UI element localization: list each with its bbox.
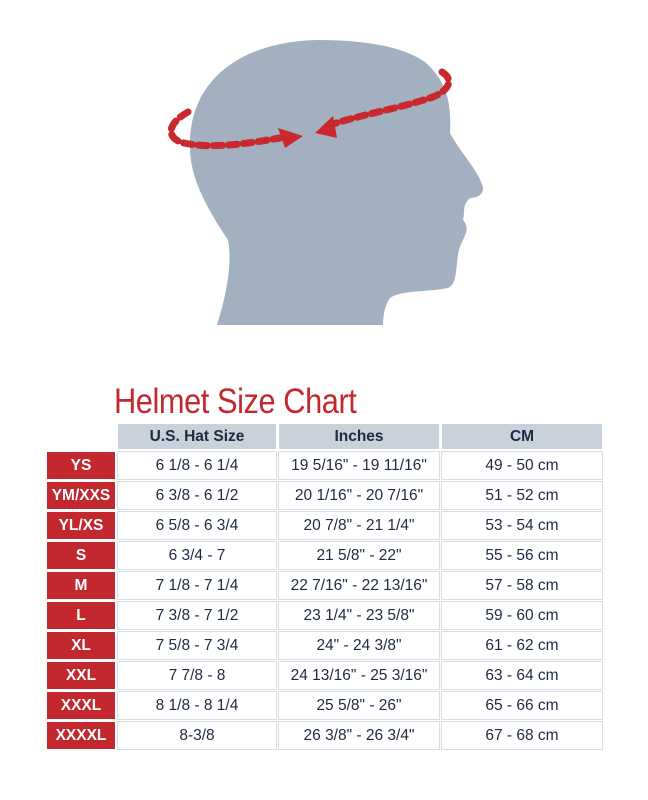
table-row: XXXXL 8-3/8 26 3/8" - 26 3/4" 67 - 68 cm <box>47 721 603 750</box>
size-label: XXXL <box>47 692 115 719</box>
table-row: XXXL 8 1/8 - 8 1/4 25 5/8" - 26" 65 - 66 cm <box>47 691 603 720</box>
hat-size-cell: 8 1/8 - 8 1/4 <box>117 691 277 720</box>
cm-cell: 67 - 68 cm <box>441 721 603 750</box>
cm-cell: 57 - 58 cm <box>441 571 603 600</box>
header-row: U.S. Hat Size Inches CM <box>47 424 602 449</box>
header-cm: CM <box>442 424 602 449</box>
hat-size-cell: 7 1/8 - 7 1/4 <box>117 571 277 600</box>
inches-cell: 24" - 24 3/8" <box>278 631 440 660</box>
arrow-left-icon <box>315 116 337 138</box>
inches-cell: 20 7/8" - 21 1/4" <box>278 511 440 540</box>
measuring-tape-icon <box>167 68 453 150</box>
inches-cell: 19 5/16" - 19 11/16" <box>278 451 440 480</box>
header-blank <box>47 424 115 449</box>
hat-size-cell: 8-3/8 <box>117 721 277 750</box>
size-label: YM/XXS <box>47 482 115 509</box>
table-row: YL/XS 6 5/8 - 6 3/4 20 7/8" - 21 1/4" 53 - … <box>47 511 603 540</box>
inches-cell: 24 13/16" - 25 3/16" <box>278 661 440 690</box>
size-label: XXL <box>47 662 115 689</box>
inches-cell: 20 1/16" - 20 7/16" <box>278 481 440 510</box>
head-silhouette <box>189 40 484 325</box>
hat-size-cell: 6 3/4 - 7 <box>117 541 277 570</box>
cm-cell: 49 - 50 cm <box>441 451 603 480</box>
cm-cell: 65 - 66 cm <box>441 691 603 720</box>
table-row: YS 6 1/8 - 6 1/4 19 5/16" - 19 11/16" 49 - … <box>47 451 603 480</box>
hat-size-cell: 7 7/8 - 8 <box>117 661 277 690</box>
header-hat-size: U.S. Hat Size <box>118 424 276 449</box>
cm-cell: 51 - 52 cm <box>441 481 603 510</box>
size-label: S <box>47 542 115 569</box>
chart-title: Helmet Size Chart <box>114 382 357 421</box>
size-label: L <box>47 602 115 629</box>
hat-size-cell: 7 3/8 - 7 1/2 <box>117 601 277 630</box>
cm-cell: 59 - 60 cm <box>441 601 603 630</box>
inches-cell: 26 3/8" - 26 3/4" <box>278 721 440 750</box>
cm-cell: 53 - 54 cm <box>441 511 603 540</box>
header-inches: Inches <box>279 424 439 449</box>
arrow-right-icon <box>278 128 303 148</box>
inches-cell: 21 5/8" - 22" <box>278 541 440 570</box>
size-label: XXXXL <box>47 722 115 749</box>
table-row: XL 7 5/8 - 7 3/4 24" - 24 3/8" 61 - 62 cm <box>47 631 603 660</box>
cm-cell: 61 - 62 cm <box>441 631 603 660</box>
hat-size-cell: 6 5/8 - 6 3/4 <box>117 511 277 540</box>
size-chart-table: U.S. Hat Size Inches CM YS 6 1/8 - 6 1/4 1… <box>44 421 605 752</box>
cm-cell: 63 - 64 cm <box>441 661 603 690</box>
table-row: XXL 7 7/8 - 8 24 13/16" - 25 3/16" 63 - 64 … <box>47 661 603 690</box>
cm-cell: 55 - 56 cm <box>441 541 603 570</box>
table-row: YM/XXS 6 3/8 - 6 1/2 20 1/16" - 20 7/16" 51… <box>47 481 603 510</box>
inches-cell: 25 5/8" - 26" <box>278 691 440 720</box>
hat-size-cell: 6 3/8 - 6 1/2 <box>117 481 277 510</box>
hat-size-cell: 6 1/8 - 6 1/4 <box>117 451 277 480</box>
size-label: XL <box>47 632 115 659</box>
hat-size-cell: 7 5/8 - 7 3/4 <box>117 631 277 660</box>
inches-cell: 22 7/16" - 22 13/16" <box>278 571 440 600</box>
inches-cell: 23 1/4" - 23 5/8" <box>278 601 440 630</box>
head-measurement-illustration <box>167 40 484 325</box>
size-label: YL/XS <box>47 512 115 539</box>
size-label: YS <box>47 452 115 479</box>
size-label: M <box>47 572 115 599</box>
